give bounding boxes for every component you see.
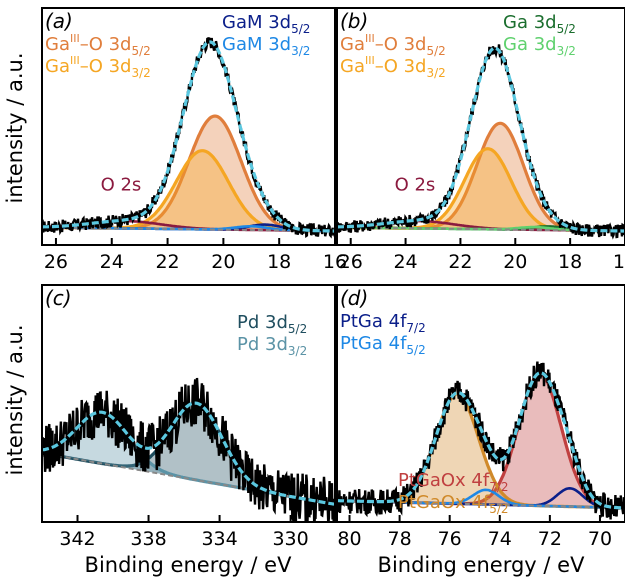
x-tick-label-3-3: 74 [488,528,512,550]
background-2 [42,452,335,506]
legend-entry-2-0: Pd 3d5/2 [237,312,307,336]
panel-2: 342 338 334 330 (c) Pd 3d5/2Pd 3d3/2 [41,284,336,550]
x-tick-label-0-5: 16 [323,251,347,273]
x-tick-label-0-4: 18 [267,251,291,273]
legend-entry-1-3: Ga 3d3/2 [503,34,576,58]
x-tick-label-0-1: 24 [100,251,124,273]
x-tick-label-0-3: 20 [211,251,235,273]
raw-data-3 [337,361,625,520]
legend-entry-3-3: PtGaOx 4f5/2 [398,492,509,516]
envelope-2 [42,401,335,506]
panel-frame-1 [336,7,625,246]
x-tick-label-2-1: 338 [130,528,166,550]
envelope-1 [337,46,625,233]
y-axis-label-top: intensity / a.u. [3,53,27,204]
legend-entry-2-1: Pd 3d3/2 [237,334,307,358]
peak-fill-2-0 [42,403,335,505]
peak-fill-1-0 [337,123,625,231]
peak-fill-3-0 [337,374,625,508]
peak-fill-1-1 [337,148,625,231]
panel-frame-0 [41,7,336,246]
x-tick-label-3-1: 78 [388,528,412,550]
raw-data-2 [42,377,335,522]
x-tick-label-0-0: 26 [44,251,68,273]
peak-fill-3-1 [337,394,625,508]
x-axis-label-left: Binding energy / eV [85,553,293,577]
x-tick-label-1-5: 16 [613,251,625,273]
envelope-0 [42,40,335,233]
envelope-3 [337,371,625,510]
panel-label-2: (c) [45,286,72,310]
annotation-0: O 2s [101,175,142,196]
peak-fill-0-0 [42,116,335,231]
legend-entry-1-0: GaIII–O 3d5/2 [340,32,446,58]
legend-entry-1-2: Ga 3d5/2 [503,12,576,36]
x-tick-label-3-2: 76 [438,528,462,550]
legend-entry-0-3: GaM 3d3/2 [222,34,310,58]
legend-entry-3-1: PtGa 4f5/2 [340,333,426,357]
legend-entry-0-1: GaIII–O 3d3/2 [45,54,151,80]
x-tick-label-1-3: 20 [503,251,527,273]
panel-label-3: (d) [340,286,368,310]
panel-label-0: (a) [45,9,73,33]
x-tick-label-3-4: 72 [538,528,562,550]
x-axis-label-right: Binding energy / eV [378,553,586,577]
panel-frame-2 [41,284,336,523]
panel-label-1: (b) [340,9,368,33]
x-tick-label-1-4: 18 [558,251,582,273]
x-tick-label-2-2: 334 [201,528,237,550]
x-tick-label-2-0: 342 [59,528,95,550]
legend-entry-3-2: PtGaOx 4f7/2 [398,470,509,494]
x-tick-label-1-0: 26 [339,251,363,273]
x-tick-label-1-1: 24 [393,251,417,273]
x-tick-label-3-0: 80 [337,528,361,550]
legend-entry-0-2: GaM 3d5/2 [222,12,310,36]
annotation-1: O 2s [395,175,436,196]
x-tick-label-3-5: 70 [588,528,612,550]
x-tick-label-0-2: 22 [155,251,179,273]
peak-fill-0-1 [42,150,335,231]
y-axis-label-bottom: intensity / a.u. [3,325,27,476]
legend-entry-3-0: PtGa 4f7/2 [340,311,426,335]
x-tick-label-1-2: 22 [448,251,472,273]
legend-entry-0-0: GaIII–O 3d5/2 [45,32,151,58]
x-tick-label-2-3: 330 [272,528,308,550]
panel-frame-3 [336,284,625,523]
legend-entry-1-1: GaIII–O 3d3/2 [340,54,446,80]
